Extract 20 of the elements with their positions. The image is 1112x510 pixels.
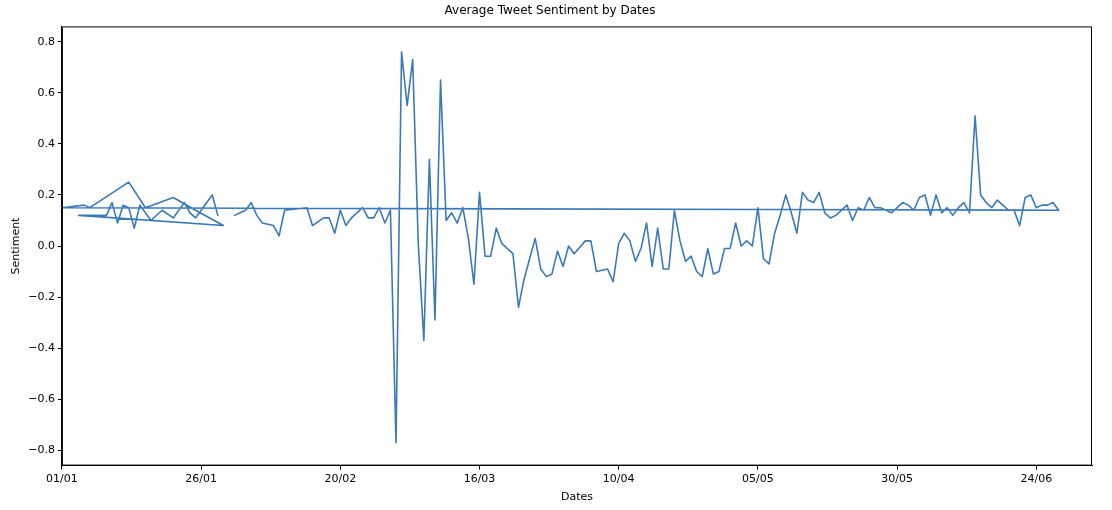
x-tick-label: 26/01 [185,472,217,486]
x-tick-label: 24/06 [1020,472,1053,486]
x-axis-title: Dates [560,490,594,504]
y-tick-label: −0.2 [28,289,55,303]
y-tick-label: 0.2 [37,187,55,201]
y-tick-label: 0.6 [37,85,55,99]
y-tick-label: 0.8 [37,34,55,48]
chart-title: Average Tweet Sentiment by Dates [444,3,656,18]
y-axis-title: Sentiment [9,216,23,275]
y-tick-label: −0.4 [28,341,55,354]
x-tick-label: 20/02 [324,472,357,486]
x-tick-label: 10/04 [602,472,635,486]
x-tick-label: 16/03 [463,472,496,486]
x-tick-label: 01/01 [46,472,78,486]
y-tick-label: 0.0 [37,238,55,252]
y-tick-label: −0.8 [28,443,55,457]
y-tick-label: −0.6 [28,392,55,406]
x-tick-label: 05/05 [742,472,774,486]
x-tick-label: 30/05 [881,472,913,486]
y-tick-label: 0.4 [37,136,55,150]
